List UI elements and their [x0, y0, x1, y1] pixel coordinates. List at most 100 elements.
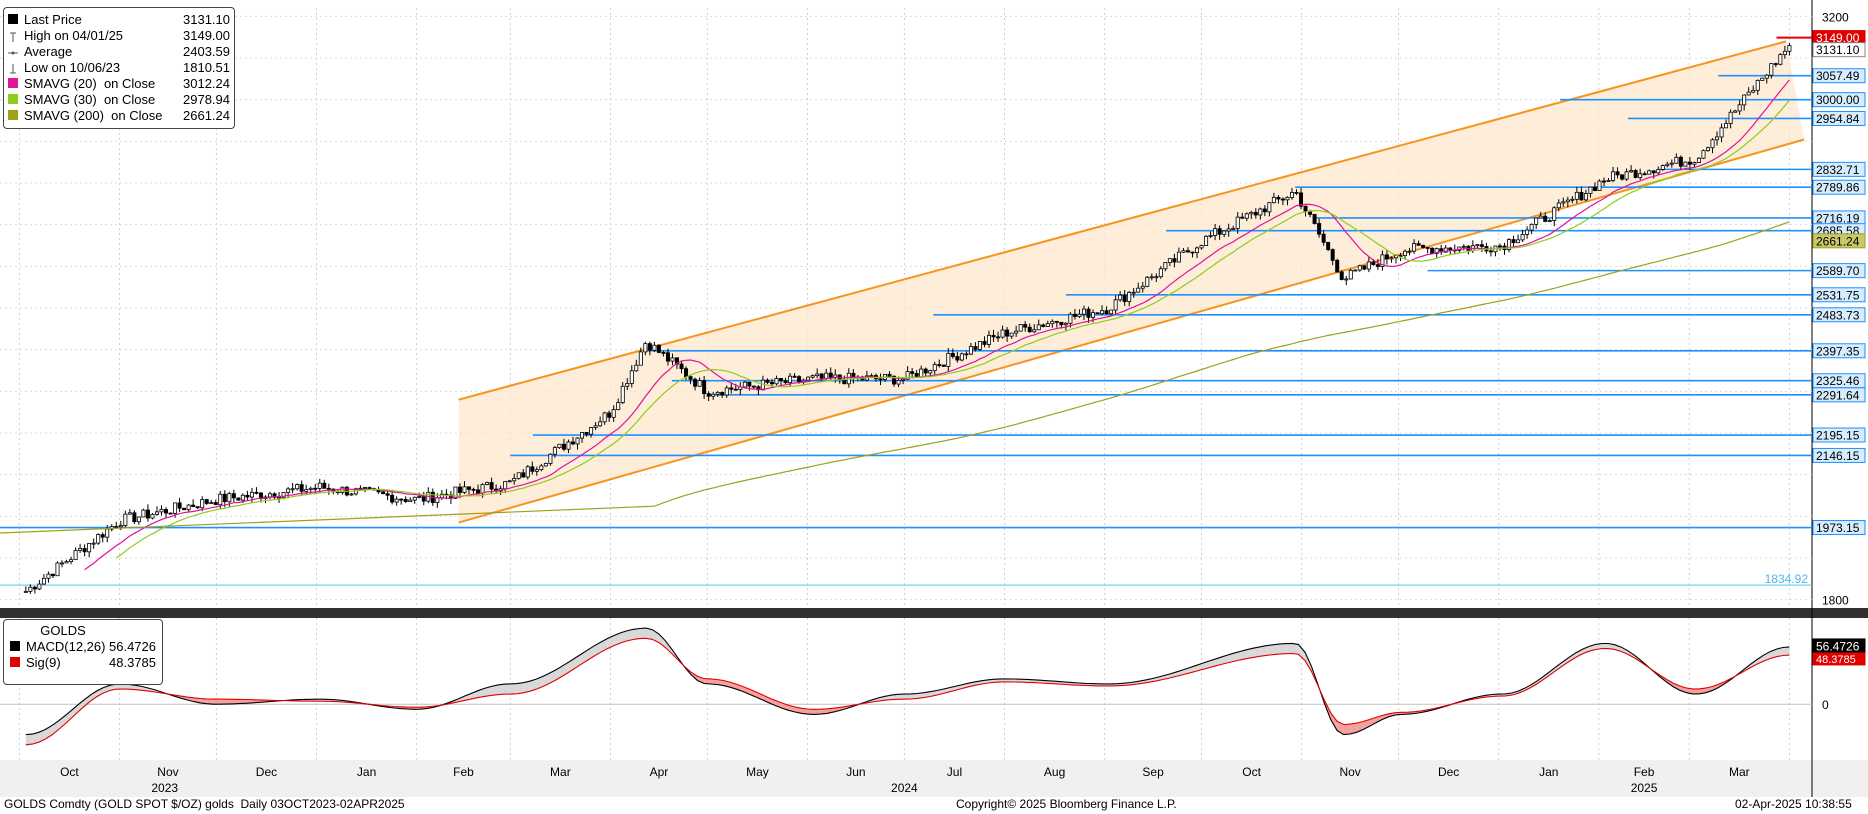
macd-fill-segment [226, 699, 233, 705]
macd-fill-segment [1291, 643, 1299, 655]
macd-fill-segment [1782, 646, 1790, 656]
candle-body [521, 472, 526, 478]
candle-body [1651, 170, 1656, 174]
macd-fill-segment [645, 628, 653, 640]
candle-body [1100, 310, 1105, 315]
macd-fill-segment [1343, 724, 1351, 735]
macd-fill-segment [717, 679, 724, 686]
candle-body [1258, 208, 1263, 216]
macd-fill-segment [762, 694, 769, 703]
candle-body [684, 368, 689, 378]
candle-body [593, 425, 598, 428]
macd-legend: GOLDS MACD(12,26) 56.4726 Sig(9) 48.3785 [3, 619, 163, 685]
candle-body [1407, 250, 1412, 253]
candle-body [1511, 239, 1516, 244]
candle-body [584, 432, 589, 435]
candle-body [1647, 170, 1652, 175]
candle-body [1154, 276, 1159, 279]
candle-body [1303, 205, 1308, 212]
candle-body [1000, 329, 1005, 338]
candle-body [1692, 162, 1697, 165]
candle-body [1176, 251, 1181, 263]
month-tick-label: May [746, 765, 769, 779]
macd-fill-segment [1279, 643, 1286, 655]
candle-body [742, 381, 747, 388]
sma200-label: 2661.24 [1816, 234, 1860, 248]
candle-body [1317, 223, 1322, 235]
candle-body [1014, 330, 1019, 334]
candle-body [616, 402, 621, 411]
signal-value-label: 48.3785 [1816, 654, 1856, 666]
macd-fill-segment [1285, 643, 1292, 654]
level-label: 2397.35 [1816, 344, 1860, 358]
candle-body [1434, 248, 1439, 255]
candle-body [1339, 271, 1344, 280]
macd-fill-segment [25, 734, 33, 745]
candle-body [580, 432, 585, 439]
candle-body [1375, 264, 1380, 267]
macd-fill-segment [1356, 721, 1364, 733]
candle-body [87, 543, 92, 553]
legend-label: High on 04/01/25 [24, 27, 124, 43]
macd-fill-segment [1757, 655, 1764, 665]
candle-body [1380, 254, 1385, 267]
candle-body [485, 482, 490, 485]
candle-body [141, 509, 146, 518]
legend-value: 3131.10 [183, 11, 230, 27]
candle-body [620, 385, 625, 403]
candle-body [1696, 157, 1701, 163]
candle-body [159, 509, 164, 513]
candle-body [702, 380, 707, 394]
candle-body [1167, 258, 1172, 263]
month-tick-label: Feb [453, 765, 474, 779]
month-tick-label: Nov [1339, 765, 1360, 779]
candle-body [1181, 250, 1186, 253]
macd-fill-segment [1214, 657, 1221, 667]
candle-body [806, 376, 811, 381]
candle-body [1615, 171, 1620, 176]
macd-fill-segment [465, 693, 472, 701]
footer-copyright: Copyright© 2025 Bloomberg Finance L.P. [956, 797, 1177, 811]
candle-body [1737, 104, 1742, 112]
candle-body [295, 484, 300, 490]
level-label: 2483.73 [1816, 308, 1860, 322]
square-icon [10, 641, 20, 651]
candle-body [503, 481, 508, 490]
macd-fill-segment [1220, 655, 1228, 665]
candle-body [1678, 156, 1683, 167]
macd-fill-segment [200, 698, 207, 704]
candle-body [1724, 123, 1729, 129]
candle-body [1746, 91, 1751, 96]
candle-body [512, 477, 517, 482]
candle-body [299, 484, 304, 492]
macd-fill-segment [96, 687, 104, 697]
candle-body [1330, 249, 1335, 261]
sma30-line [115, 99, 1790, 559]
candle-body [548, 453, 553, 464]
macd-fill-segment [58, 716, 65, 730]
candle-body [625, 383, 630, 387]
candle-body [1267, 202, 1272, 213]
candle-body [308, 487, 313, 490]
macd-fill-segment [1001, 678, 1008, 682]
legend-value: 3012.24 [183, 75, 230, 91]
footer-timestamp: 02-Apr-2025 10:38:55 [1735, 797, 1852, 811]
month-tick-label: Apr [650, 765, 669, 779]
legend-label: Average [24, 43, 73, 59]
candle-body [887, 373, 892, 377]
candle-body [1755, 80, 1760, 91]
candle-body [412, 496, 417, 501]
candle-body [797, 376, 802, 382]
candle-body [231, 493, 236, 499]
candle-body [1357, 265, 1362, 271]
candle-body [598, 421, 603, 427]
macd-fill-segment [820, 708, 827, 715]
legend-value: 3149.00 [183, 27, 230, 43]
macd-fill-segment [1266, 644, 1273, 656]
candle-body [1041, 324, 1046, 327]
candle-body [340, 486, 345, 493]
macd-fill-segment [1253, 646, 1260, 658]
macd-fill-segment [1621, 647, 1628, 655]
month-tick-label: Dec [256, 765, 277, 779]
